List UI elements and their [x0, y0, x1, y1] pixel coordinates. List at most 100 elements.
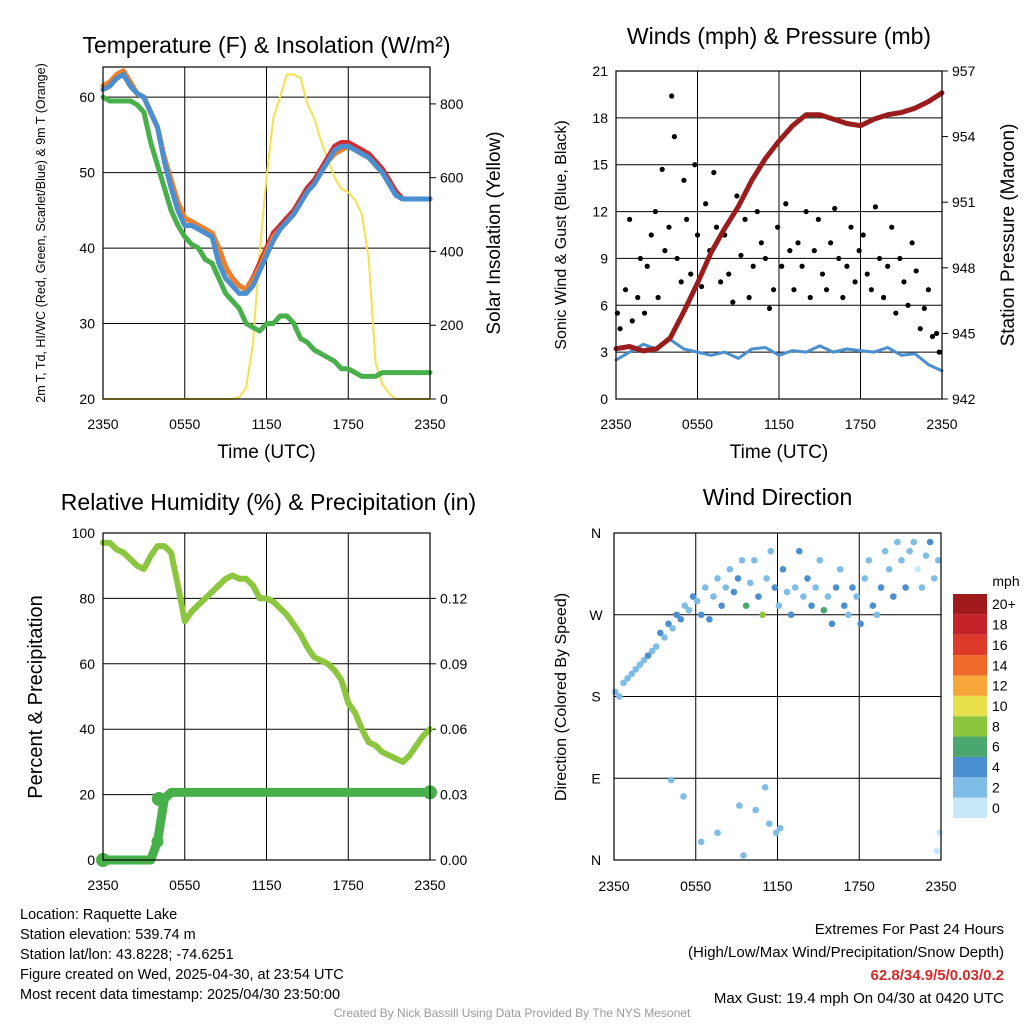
- x-tick-label: 1750: [844, 878, 875, 894]
- direction-point: [857, 620, 864, 628]
- direction-point: [772, 829, 780, 837]
- direction-point: [824, 593, 832, 600]
- gust-point: [678, 279, 684, 285]
- gust-point: [674, 255, 680, 262]
- gust-point: [885, 263, 891, 269]
- colorbar-label: 0: [992, 800, 1000, 816]
- direction-point: [752, 806, 759, 814]
- gust-point: [832, 205, 838, 212]
- y-tick-label-left: 3: [600, 344, 608, 360]
- direction-point: [922, 552, 930, 560]
- y-tick-label-right: 0: [440, 391, 448, 407]
- y-axis-label-left: Direction (Colored By Speed): [553, 593, 570, 801]
- elevation-text: Station elevation: 539.74 m: [20, 927, 196, 943]
- gust-point: [876, 255, 883, 262]
- direction-point: [740, 852, 747, 859]
- gust-point: [637, 255, 644, 262]
- chart-title: Relative Humidity (%) & Precipitation (i…: [61, 489, 476, 515]
- y-tick-label-left: 18: [592, 110, 608, 126]
- direction-point: [910, 538, 918, 546]
- gust-point: [698, 283, 705, 290]
- x-tick-label: 1150: [764, 416, 794, 432]
- direction-point: [840, 602, 848, 609]
- y-tick-label-right: 0.00: [440, 852, 467, 868]
- direction-point: [628, 670, 636, 678]
- gust-point: [713, 224, 720, 230]
- colorbar-label: 16: [992, 637, 1008, 653]
- direction-point: [742, 602, 750, 609]
- gust-point: [811, 248, 817, 254]
- y-tick-label-left: 20: [79, 391, 95, 407]
- gust-point: [917, 326, 923, 332]
- direction-point: [680, 793, 687, 800]
- direction-point: [787, 611, 795, 619]
- direction-point: [779, 566, 787, 573]
- direction-point: [898, 556, 905, 564]
- gust-point: [779, 263, 785, 269]
- direction-point: [697, 611, 705, 619]
- gust-point: [626, 216, 633, 222]
- direction-point: [926, 538, 934, 546]
- y-tick-label-right: 0.12: [440, 590, 467, 606]
- y-tick-label-right: 400: [440, 243, 464, 259]
- direction-point: [644, 652, 652, 659]
- direction-point: [648, 647, 656, 655]
- gust-point: [913, 268, 919, 274]
- direction-point: [930, 575, 938, 582]
- gust-point: [738, 252, 744, 258]
- direction-point: [902, 584, 909, 591]
- y-tick-label-left: S: [591, 689, 600, 705]
- direction-point: [800, 593, 807, 600]
- gust-point: [666, 224, 672, 230]
- direction-point: [706, 615, 713, 623]
- gust-point: [897, 255, 903, 262]
- extremes-panel: Extremes For Past 24 Hours (High/Low/Max…: [688, 918, 1004, 1010]
- x-tick-label: 1750: [333, 877, 364, 893]
- direction-point: [767, 547, 774, 555]
- direction-point: [669, 625, 676, 632]
- x-tick-label: 0550: [169, 416, 200, 432]
- gust-point: [766, 305, 773, 312]
- direction-point: [755, 593, 762, 600]
- colorbar-swatch: [953, 634, 987, 656]
- direction-point: [751, 556, 758, 564]
- colorbar-swatch: [953, 716, 987, 737]
- direction-point: [791, 584, 799, 591]
- gust-point: [746, 294, 752, 301]
- direction-point: [766, 820, 773, 827]
- direction-point: [681, 602, 689, 609]
- gust-point: [799, 263, 805, 269]
- direction-point: [763, 575, 770, 582]
- gust-point: [815, 216, 821, 222]
- y-tick-label-right: 957: [952, 63, 976, 79]
- gust-point: [659, 166, 665, 172]
- direction-point: [881, 547, 889, 555]
- gust-point: [848, 224, 854, 230]
- direction-point: [933, 847, 941, 855]
- gust-point: [688, 271, 694, 277]
- y-tick-label-left: W: [589, 607, 603, 623]
- gust-point: [762, 255, 769, 262]
- y-tick-label-left: 20: [79, 787, 95, 803]
- direction-point: [689, 593, 697, 600]
- direction-point: [736, 802, 743, 809]
- gust-point: [929, 333, 936, 340]
- direction-point: [816, 556, 824, 564]
- gust-point: [823, 287, 830, 293]
- direction-point: [673, 611, 680, 619]
- gust-point: [629, 318, 635, 324]
- gust-point: [791, 287, 797, 293]
- x-tick-label: 0550: [169, 877, 200, 893]
- extremes-title: Extremes For Past 24 Hours: [814, 921, 1004, 938]
- colorbar-label: 8: [992, 718, 1000, 734]
- y-tick-label-left: 15: [592, 157, 608, 173]
- x-tick-label: 2350: [925, 878, 956, 894]
- y-tick-label-right: 200: [440, 317, 464, 333]
- direction-point: [894, 538, 901, 546]
- y-axis-label-left: Sonic Wind & Gust (Blue, Black): [553, 120, 570, 349]
- gust-point: [936, 349, 942, 355]
- gust-point: [671, 134, 678, 140]
- gust-point: [828, 240, 834, 246]
- x-tick-label: 0550: [682, 416, 713, 432]
- direction-point: [759, 611, 766, 619]
